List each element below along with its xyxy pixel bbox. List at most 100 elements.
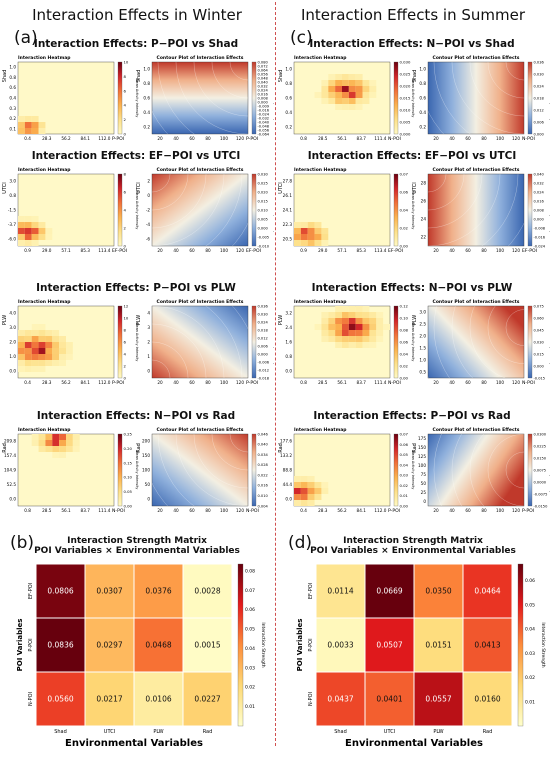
contour-cbar-tick: 0.0150 bbox=[534, 456, 547, 460]
matrix-cell bbox=[84, 671, 135, 727]
heatmap-xtick: 83.7 bbox=[357, 380, 367, 385]
heatmap-cell bbox=[321, 234, 329, 240]
matrix-row-label: N-POI bbox=[308, 692, 314, 706]
heatmap-cell bbox=[66, 446, 73, 452]
contour-cbar-tick: 0.024 bbox=[258, 320, 269, 324]
contour-xtick: 60 bbox=[189, 380, 195, 385]
contour-cbar-tick: 0.018 bbox=[258, 328, 269, 332]
contour-xtick: 80 bbox=[481, 136, 487, 141]
heatmap-cell bbox=[321, 86, 329, 92]
contour-xtick: 80 bbox=[205, 136, 211, 141]
heatmap-cell bbox=[342, 342, 349, 348]
contour-cbar-tick: 0.030 bbox=[258, 172, 269, 176]
contour-cbar-tick: 0.046 bbox=[258, 432, 269, 436]
heatmap-cbar-tick: 0.15 bbox=[124, 460, 133, 465]
heatmap-ytick: 4.0 bbox=[9, 311, 16, 316]
panel-letter-b: (b) bbox=[10, 533, 35, 553]
contour-field bbox=[427, 61, 525, 135]
contour-xlabel: N-POI bbox=[522, 380, 535, 386]
heatmap-cell bbox=[362, 92, 370, 98]
heatmap-xtick: 28.5 bbox=[318, 136, 328, 141]
contour-cbar-tick: 0.036 bbox=[258, 304, 269, 308]
matrix-value-label: 0.0464 bbox=[474, 587, 500, 596]
heatmap-ytick: 22.3 bbox=[283, 222, 293, 227]
heatmap-cell bbox=[38, 348, 46, 354]
heatmap-cbar-tick: 0 bbox=[124, 244, 127, 249]
heatmap-ytick: 0.2 bbox=[285, 124, 292, 129]
heatmap-xtick: 28.5 bbox=[318, 380, 328, 385]
contour-line bbox=[487, 306, 524, 364]
heatmap-ytick: 3.0 bbox=[9, 325, 16, 330]
mini-panel-svg: Interaction Heatmap 0.8 28.5 56.1 83.7 111.4 0… bbox=[2, 427, 274, 514]
matrix-column-label: Rad bbox=[203, 729, 213, 735]
heatmap-ytick: 0.8 bbox=[9, 75, 16, 80]
contour-xtick: 20 bbox=[157, 136, 163, 141]
heatmap-cell bbox=[348, 98, 356, 104]
heatmap-cell bbox=[24, 116, 32, 122]
contour-xtick: 100 bbox=[496, 248, 504, 253]
heatmap-cell bbox=[18, 122, 25, 128]
matrix-cbar-tick: 0.01 bbox=[245, 704, 255, 710]
heatmap-cell bbox=[52, 360, 60, 366]
heatmap-cbar-tick: 8 bbox=[124, 172, 127, 177]
heatmap-cbar-label: Mean Activity Intensity bbox=[135, 323, 139, 362]
heatmap-cell bbox=[18, 128, 25, 134]
winter-header: Interaction Effects in Winter bbox=[32, 6, 242, 24]
contour-cbar-tick: 0.024 bbox=[534, 84, 545, 88]
heatmap-cell bbox=[59, 342, 66, 348]
heatmap-cell bbox=[314, 240, 322, 246]
contour-xtick: 40 bbox=[173, 248, 179, 253]
heatmap-cell bbox=[335, 74, 342, 80]
heatmap-ytick: 0.0 bbox=[9, 496, 16, 501]
contour-xlabel: N-POI bbox=[246, 508, 259, 514]
heatmap-cbar-tick: 0.03 bbox=[400, 473, 409, 478]
contour-colorbar bbox=[527, 173, 533, 247]
heatmap-xtick: 56.2 bbox=[61, 136, 71, 141]
heatmap-cell bbox=[321, 228, 329, 234]
contour-ytick: 1.5 bbox=[419, 346, 426, 351]
heatmap-cell bbox=[321, 318, 329, 324]
heatmap-cbar-label: Mean Activity Intensity bbox=[135, 191, 139, 230]
matrix-value-label: 0.0114 bbox=[327, 587, 353, 596]
heatmap-cell bbox=[369, 312, 377, 318]
heatmap-cell bbox=[328, 74, 336, 80]
heatmap-cell bbox=[342, 80, 349, 86]
contour-ytick: 1.0 bbox=[419, 358, 426, 363]
heatmap-cell bbox=[335, 104, 342, 110]
heatmap-cell bbox=[342, 318, 349, 324]
contour-xtick: 120 bbox=[512, 508, 520, 513]
heatmap-cbar-tick: 0 bbox=[124, 376, 127, 381]
heatmap-ytick: 24.1 bbox=[283, 208, 293, 213]
heatmap-colorbar bbox=[117, 173, 123, 247]
contour-colorbar bbox=[251, 305, 257, 379]
heatmap-cell bbox=[24, 330, 32, 336]
heatmap-cell bbox=[355, 342, 363, 348]
contour-cbar-tick: 0.008 bbox=[258, 96, 269, 100]
heatmap-cell bbox=[24, 128, 32, 134]
heatmap-cell bbox=[59, 354, 66, 360]
contour-colorbar bbox=[527, 61, 533, 135]
matrix-row-label: N-POI bbox=[28, 692, 34, 706]
heatmap-ytick: 0.4 bbox=[285, 110, 292, 115]
heatmap-cell bbox=[38, 122, 46, 128]
heatmap-cell bbox=[300, 500, 308, 506]
contour-ytick: 3.0 bbox=[419, 310, 426, 315]
mini-panel-title: Interaction Effects: N−POI vs PLW bbox=[311, 282, 513, 294]
matrix-cell bbox=[315, 671, 366, 727]
heatmap-cell bbox=[31, 366, 39, 372]
contour-xtick: 40 bbox=[449, 136, 455, 141]
heatmap-ytick: 3.0 bbox=[9, 179, 16, 184]
contour-xtick: 40 bbox=[449, 380, 455, 385]
contour-cbar-tick: 0.015 bbox=[258, 199, 268, 203]
heatmap-cell bbox=[45, 354, 53, 360]
heatmap-xtick: 83.7 bbox=[357, 136, 367, 141]
heatmap-cell bbox=[45, 228, 53, 234]
heatmap-cell bbox=[31, 122, 39, 128]
heatmap-cbar-tick: 12 bbox=[124, 304, 129, 309]
contour-ytick: 175 bbox=[418, 436, 426, 441]
matrix-ylabel: POI Variables bbox=[296, 619, 304, 672]
summer-header: Interaction Effects in Summer bbox=[301, 6, 525, 24]
heatmap-cell bbox=[24, 354, 32, 360]
heatmap-cell bbox=[321, 80, 329, 86]
contour-cbar-tick: -0.056 bbox=[258, 128, 270, 132]
